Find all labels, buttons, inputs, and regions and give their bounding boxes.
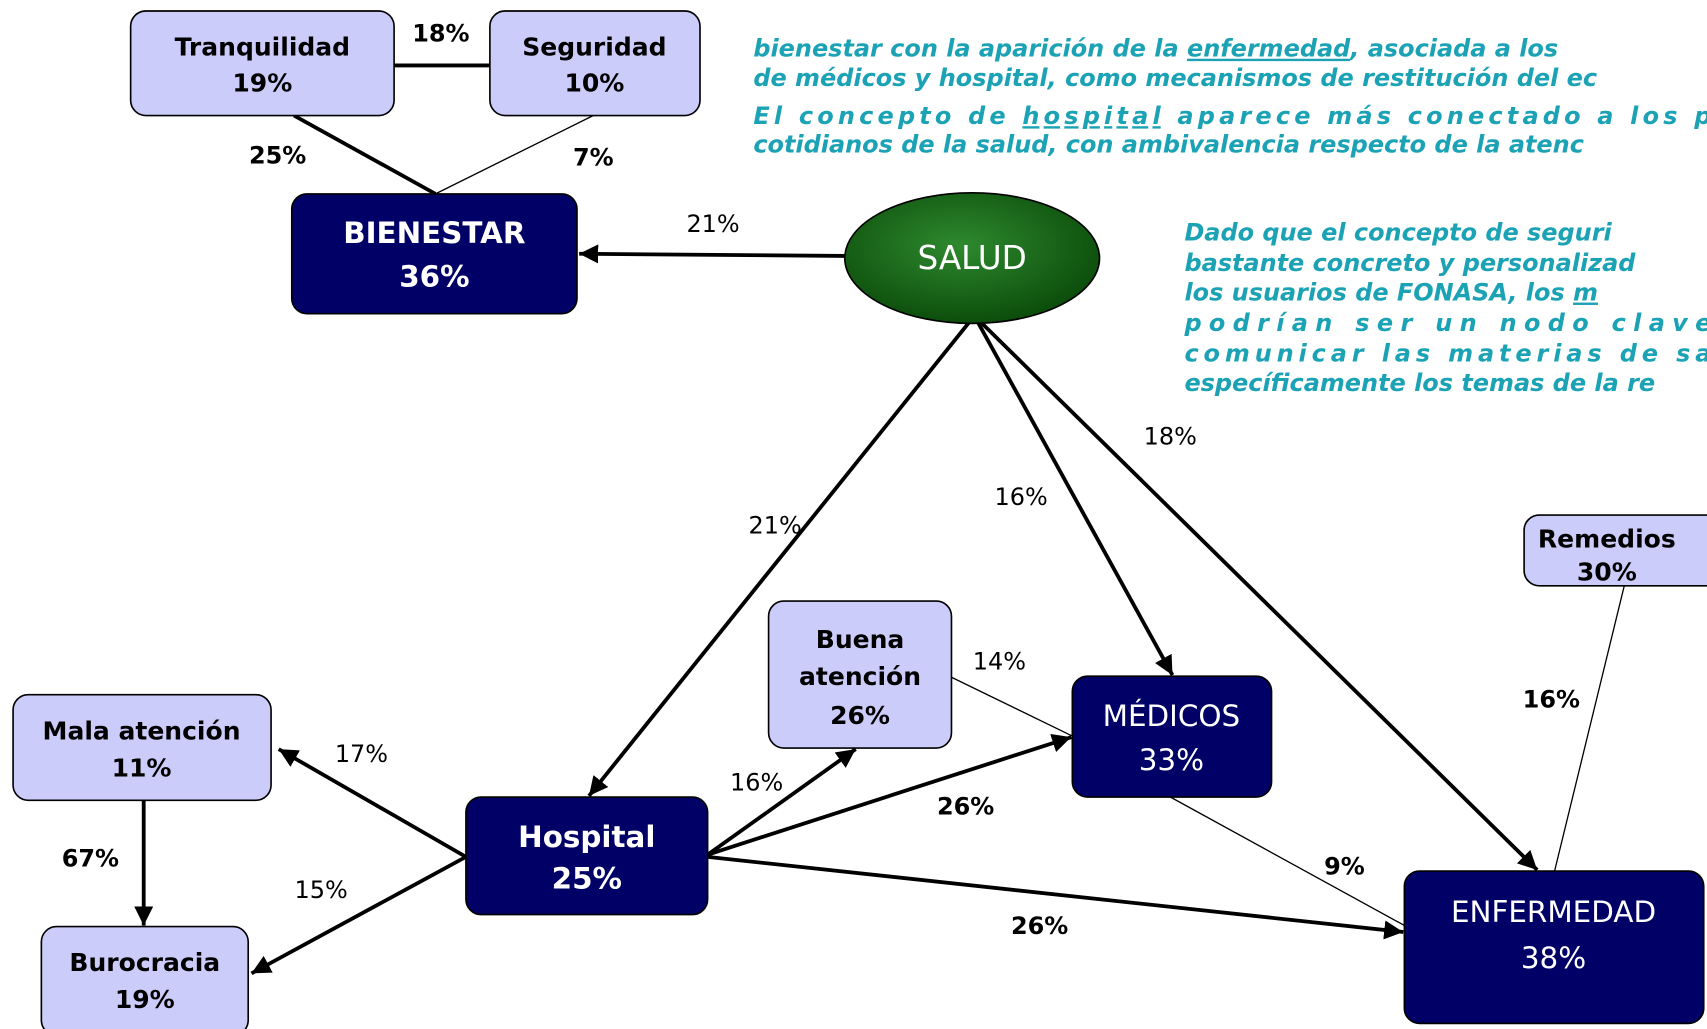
node-label: BIENESTAR bbox=[343, 216, 526, 250]
note-text: cotidianos de la salud, con ambivalencia… bbox=[753, 131, 1584, 159]
note-text: hospital bbox=[1022, 102, 1161, 130]
node-value: 19% bbox=[232, 69, 292, 98]
node bbox=[40, 925, 250, 1029]
edge bbox=[277, 747, 467, 859]
note-line: podrían ser un nodo clave bbox=[1183, 309, 1707, 337]
note-line: de médicos y hospital, como mecanismos d… bbox=[753, 64, 1597, 92]
node bbox=[489, 10, 701, 117]
node-value: 10% bbox=[564, 69, 624, 98]
node-label: SALUD bbox=[918, 239, 1027, 277]
edge bbox=[973, 314, 1539, 872]
edge bbox=[706, 747, 857, 857]
note-text: bienestar con la aparición de la bbox=[753, 35, 1187, 63]
edge bbox=[707, 854, 1404, 940]
node bbox=[843, 191, 1101, 325]
note-line: específicamente los temas de la re bbox=[1184, 369, 1655, 397]
note-text: comunicar las materias de sa bbox=[1184, 340, 1707, 368]
edge-label: 26% bbox=[937, 792, 994, 820]
edge-label: 21% bbox=[686, 210, 739, 238]
edge bbox=[1553, 585, 1625, 872]
node bbox=[1403, 870, 1705, 1025]
node-value: 36% bbox=[399, 259, 469, 293]
edge-labels: 18% 25% 7% 21% 21% 16% 18% 16% 14% 16% 2… bbox=[62, 19, 1580, 940]
node bbox=[129, 10, 395, 117]
nodes: Tranquilidad 19% Seguridad 10% BIENESTAR… bbox=[12, 10, 1707, 1029]
note-text: bastante concreto y personalizad bbox=[1184, 249, 1636, 277]
edge-label: 16% bbox=[995, 483, 1048, 511]
edge bbox=[435, 114, 594, 195]
node-value: 19% bbox=[115, 985, 175, 1014]
node bbox=[290, 193, 578, 315]
edge-label: 15% bbox=[295, 876, 348, 904]
node-label: Mala atención bbox=[43, 716, 241, 745]
node-value: 11% bbox=[112, 753, 172, 782]
edge-label: 9% bbox=[1324, 852, 1365, 880]
edge-label: 67% bbox=[62, 845, 119, 873]
edge-label: 18% bbox=[412, 19, 469, 47]
node-label: Seguridad bbox=[522, 33, 666, 62]
node bbox=[465, 796, 709, 916]
node-label: MÉDICOS bbox=[1103, 698, 1240, 733]
edge bbox=[972, 314, 1175, 676]
note-line: cotidianos de la salud, con ambivalencia… bbox=[753, 131, 1584, 159]
edge bbox=[707, 733, 1072, 857]
node-label: Remedios bbox=[1538, 525, 1676, 554]
node-value: 30% bbox=[1577, 557, 1637, 586]
note-text: , asociada a los bbox=[1349, 35, 1558, 63]
node-label: Tranquilidad bbox=[175, 33, 350, 62]
note-text: podrían ser un nodo clave bbox=[1183, 309, 1707, 337]
edge bbox=[951, 676, 1073, 737]
node-label: atención bbox=[799, 662, 921, 691]
edge-label: 16% bbox=[1523, 686, 1580, 714]
note-text: El concepto de bbox=[753, 102, 1018, 130]
note-line: El concepto de hospital aparece más cone… bbox=[753, 102, 1707, 130]
edge-label: 21% bbox=[749, 512, 802, 540]
note-line: bastante concreto y personalizad bbox=[1184, 249, 1636, 277]
edge-label: 7% bbox=[573, 144, 614, 172]
node bbox=[1071, 675, 1273, 798]
node-value: 26% bbox=[830, 701, 890, 730]
note-line: bienestar con la aparición de la enferme… bbox=[753, 35, 1558, 63]
edge bbox=[579, 244, 845, 264]
note-text: aparece más conectado a los p bbox=[1165, 102, 1707, 130]
edge bbox=[293, 113, 437, 196]
node bbox=[1523, 514, 1707, 587]
note-text: los usuarios de FONASA, los bbox=[1184, 279, 1573, 307]
edge bbox=[250, 855, 467, 976]
edge-label: 18% bbox=[1144, 422, 1197, 450]
node-label: Burocracia bbox=[69, 948, 220, 977]
note-text: de médicos y hospital, como mecanismos d… bbox=[753, 64, 1597, 92]
edge bbox=[1169, 796, 1405, 927]
node bbox=[767, 600, 953, 749]
node-value: 33% bbox=[1139, 743, 1204, 777]
note-text: enfermedad bbox=[1187, 35, 1351, 63]
node bbox=[12, 693, 272, 802]
edge bbox=[587, 314, 976, 798]
edge-label: 16% bbox=[730, 768, 783, 796]
node-label: Buena bbox=[816, 625, 905, 654]
note-line: comunicar las materias de sa bbox=[1184, 340, 1707, 368]
edge-label: 17% bbox=[335, 740, 388, 768]
note-text: m bbox=[1573, 279, 1598, 307]
note-line: Dado que el concepto de seguri bbox=[1184, 219, 1612, 247]
node-value: 25% bbox=[552, 861, 622, 895]
edge-label: 25% bbox=[249, 141, 306, 169]
note-text: específicamente los temas de la re bbox=[1184, 369, 1655, 397]
note-text: Dado que el concepto de seguri bbox=[1184, 219, 1612, 247]
edge-label: 14% bbox=[973, 648, 1026, 676]
node-label: Hospital bbox=[518, 820, 655, 854]
node-value: 38% bbox=[1521, 941, 1586, 975]
note-line: los usuarios de FONASA, los m bbox=[1184, 279, 1598, 307]
edges bbox=[134, 63, 1625, 976]
edge-label: 26% bbox=[1011, 912, 1068, 940]
node-label: ENFERMEDAD bbox=[1451, 895, 1656, 929]
